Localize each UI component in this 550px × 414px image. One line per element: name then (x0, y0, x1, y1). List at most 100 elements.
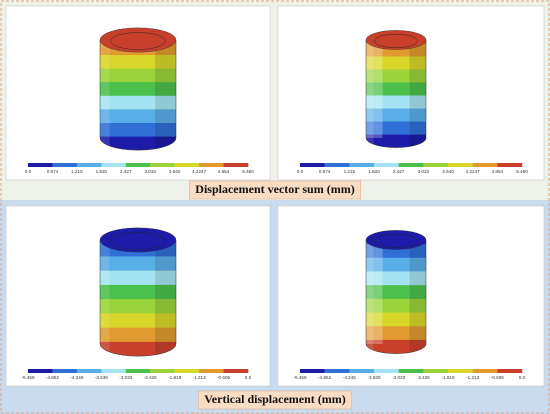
colorbar-label: 4.854 (218, 169, 230, 174)
colorbar-label: 4.854 (492, 169, 504, 174)
colorbar-label: 4.2247 (466, 169, 480, 174)
stress-band (100, 313, 176, 329)
colorbar-segment (374, 163, 399, 167)
colorbar-label: -4.246 (343, 375, 356, 380)
colorbar-label: 3.640 (442, 169, 454, 174)
colorbar-label: -5.459 (293, 375, 306, 380)
colorbar-label: 0.674 (319, 169, 331, 174)
stress-band (100, 270, 176, 286)
caption-bg (197, 390, 353, 410)
shade (409, 230, 426, 354)
colorbar-segment (76, 369, 102, 373)
stress-band (366, 312, 426, 327)
colorbar-label: 1.215 (344, 169, 356, 174)
colorbar-segment (174, 163, 200, 167)
colorbar-segment (349, 369, 375, 373)
colorbar-label: 0.0 (25, 169, 32, 174)
colorbar-label: 1.820 (96, 169, 108, 174)
colorbar-label: -1.213 (193, 375, 206, 380)
outline (365, 40, 427, 148)
colorbar-label: -3.033 (119, 375, 132, 380)
colorbar-segment (199, 163, 224, 167)
colorbar-segment (199, 369, 224, 373)
cut-face (366, 240, 383, 344)
colorbar-segment (52, 369, 78, 373)
colorbar-segment (150, 163, 175, 167)
colorbar-segment (300, 369, 325, 373)
caption-group: Displacement vector sum (mm) (189, 180, 361, 200)
stress-band (100, 341, 176, 357)
stress-band (100, 55, 176, 70)
colorbar-label: 3.640 (169, 169, 181, 174)
stress-band (366, 339, 426, 354)
stress-band (100, 122, 176, 138)
shade (155, 27, 176, 151)
colorbar-segment (324, 163, 350, 167)
colorbar-label: 0.674 (47, 169, 59, 174)
colorbar-label: 0.0 (245, 375, 252, 380)
colorbar-segment (125, 369, 151, 373)
stress-band (366, 257, 426, 272)
colorbar-label: 5.460 (242, 169, 254, 174)
colorbar-label: -0.606 (491, 375, 504, 380)
colorbar-segment (423, 163, 449, 167)
colorbar-segment (472, 163, 498, 167)
stress-band (100, 68, 176, 83)
shade (100, 227, 110, 357)
colorbar-label: 2.427 (120, 169, 132, 174)
top-hole (110, 232, 166, 250)
colorbar-segment (150, 369, 175, 373)
colorbar-label: -0.606 (217, 375, 230, 380)
colorbar-label: 3.033 (418, 169, 430, 174)
colorbar-segment (28, 163, 53, 167)
shade (409, 30, 426, 148)
colorbar-segment (300, 163, 325, 167)
colorbar-label: -3.639 (95, 375, 108, 380)
colorbar-label: -1.213 (466, 375, 479, 380)
colorbar-segment (497, 369, 523, 373)
stress-band (366, 82, 426, 97)
colorbar-label: 0.0 (519, 375, 526, 380)
colorbar-label: -4.852 (46, 375, 59, 380)
colorbar-segment (349, 163, 375, 167)
outline (365, 240, 427, 354)
colorbar-segment (497, 163, 523, 167)
colorbar-segment (28, 369, 53, 373)
colorbar-label: 3.033 (144, 169, 156, 174)
stress-band (100, 327, 176, 343)
colorbar-label: 5.460 (516, 169, 528, 174)
caption: Vertical displacement (mm) (204, 392, 346, 406)
stress-band (100, 256, 176, 272)
caption-group: Vertical displacement (mm) (197, 390, 353, 410)
colorbar-label: -3.033 (392, 375, 405, 380)
stress-band (366, 121, 426, 136)
colorbar-label: 1.820 (368, 169, 380, 174)
stress-band (100, 109, 176, 124)
colorbar-segment (101, 369, 127, 373)
shade (366, 230, 374, 354)
stress-band (366, 108, 426, 123)
colorbar-label: -4.852 (318, 375, 331, 380)
caption-bg (189, 180, 361, 200)
outline (99, 240, 177, 357)
stress-band (100, 299, 176, 314)
colorbar-label: -3.639 (367, 375, 380, 380)
colorbar-label: -1.819 (441, 375, 454, 380)
stress-band (366, 298, 426, 314)
shade (366, 30, 374, 148)
stress-band (366, 271, 426, 286)
colorbar-segment (223, 163, 249, 167)
colorbar-label: -2.426 (417, 375, 430, 380)
colorbar-segment (324, 369, 350, 373)
top-hole (374, 234, 418, 248)
colorbar-segment (101, 163, 127, 167)
colorbar-label: 4.2247 (192, 169, 206, 174)
colorbar-segment (448, 163, 473, 167)
cut-face (366, 40, 383, 138)
colorbar-label: -5.459 (21, 375, 34, 380)
stress-band (100, 284, 176, 300)
colorbar-segment (448, 369, 473, 373)
outline (99, 40, 177, 151)
